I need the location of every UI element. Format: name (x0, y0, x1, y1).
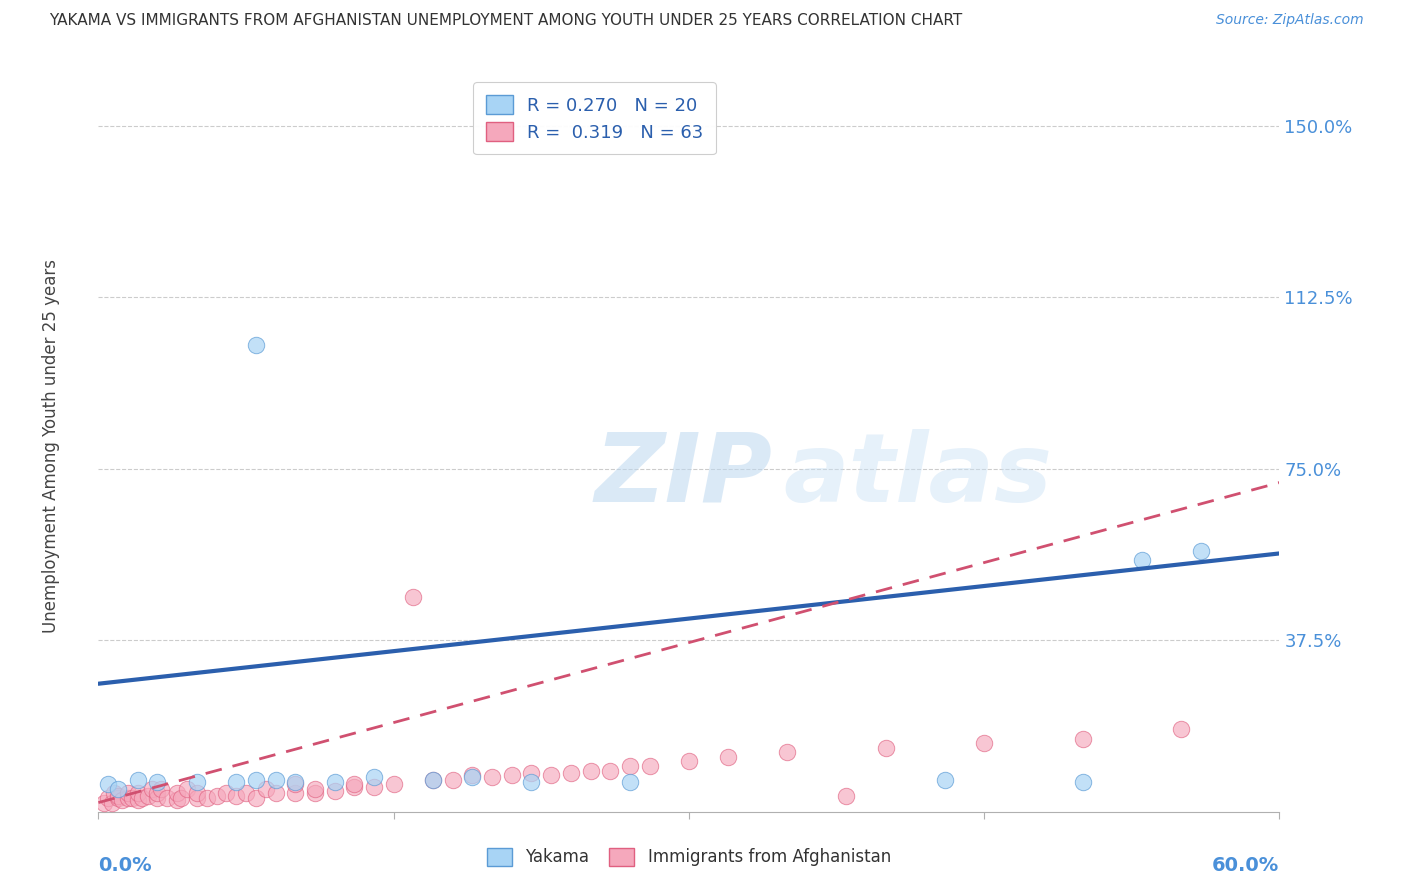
Point (107, 789, 129, 803)
Point (1170, 723, 1192, 737)
Point (1071, 731, 1094, 746)
Point (117, 791, 139, 805)
Point (284, 787, 307, 801)
Point (343, 777, 366, 791)
Text: Source: ZipAtlas.com: Source: ZipAtlas.com (1216, 13, 1364, 28)
Point (186, 775, 208, 789)
Point (323, 784, 346, 798)
Point (304, 787, 326, 801)
Point (131, 791, 153, 805)
Point (117, 787, 139, 801)
Point (97, 777, 120, 791)
Point (934, 772, 956, 787)
Point (127, 787, 149, 801)
Point (501, 768, 523, 782)
Point (225, 789, 247, 803)
Point (678, 755, 700, 769)
Point (101, 796, 124, 810)
Point (422, 772, 444, 787)
Point (235, 787, 257, 801)
Text: 0.0%: 0.0% (98, 855, 152, 875)
Point (195, 791, 218, 805)
Point (540, 768, 562, 782)
Point (205, 789, 228, 803)
Point (264, 772, 287, 787)
Point (619, 759, 641, 773)
Point (560, 765, 582, 780)
Point (835, 789, 858, 803)
Point (402, 590, 425, 604)
Point (225, 775, 247, 789)
Point (107, 791, 129, 805)
Point (304, 781, 326, 796)
Point (1189, 544, 1212, 558)
Point (166, 787, 188, 801)
Point (136, 789, 159, 803)
Point (111, 793, 134, 807)
Point (170, 791, 193, 805)
Point (638, 759, 661, 773)
Text: atlas: atlas (783, 429, 1053, 522)
Point (245, 772, 267, 787)
Point (146, 791, 169, 805)
Text: YAKAMA VS IMMIGRANTS FROM AFGHANISTAN UNEMPLOYMENT AMONG YOUTH UNDER 25 YEARS CO: YAKAMA VS IMMIGRANTS FROM AFGHANISTAN UN… (49, 13, 963, 29)
Point (127, 793, 149, 807)
Point (599, 764, 621, 778)
Point (264, 787, 287, 801)
Point (363, 780, 385, 794)
Point (875, 740, 897, 755)
Point (146, 787, 169, 801)
Point (176, 781, 198, 796)
Point (186, 787, 208, 801)
Point (284, 775, 307, 789)
Point (93, 796, 115, 810)
Point (121, 791, 143, 805)
Point (166, 793, 188, 807)
Point (619, 775, 641, 789)
Point (97, 791, 120, 805)
Point (422, 772, 444, 787)
Point (215, 787, 238, 801)
Point (973, 736, 995, 750)
Point (127, 772, 149, 787)
Point (245, 791, 267, 805)
Point (107, 781, 129, 796)
Point (717, 749, 740, 764)
Point (146, 775, 169, 789)
Point (363, 771, 385, 785)
Point (1071, 775, 1094, 789)
Legend: Yakama, Immigrants from Afghanistan: Yakama, Immigrants from Afghanistan (481, 841, 897, 873)
Point (284, 777, 307, 791)
Point (150, 781, 173, 796)
Point (186, 791, 208, 805)
Point (481, 771, 503, 785)
Text: 60.0%: 60.0% (1212, 855, 1279, 875)
Point (461, 768, 484, 782)
Point (343, 780, 366, 794)
Point (245, 338, 267, 352)
Point (520, 765, 543, 780)
Text: ZIP: ZIP (595, 429, 772, 522)
Point (776, 745, 799, 759)
Point (1130, 553, 1153, 567)
Point (103, 787, 125, 801)
Point (579, 764, 602, 778)
Point (141, 781, 163, 796)
Point (441, 772, 464, 787)
Point (323, 775, 346, 789)
Point (254, 781, 277, 796)
Text: Unemployment Among Youth under 25 years: Unemployment Among Youth under 25 years (42, 259, 60, 633)
Point (520, 775, 543, 789)
Point (156, 791, 179, 805)
Point (382, 777, 405, 791)
Point (461, 771, 484, 785)
